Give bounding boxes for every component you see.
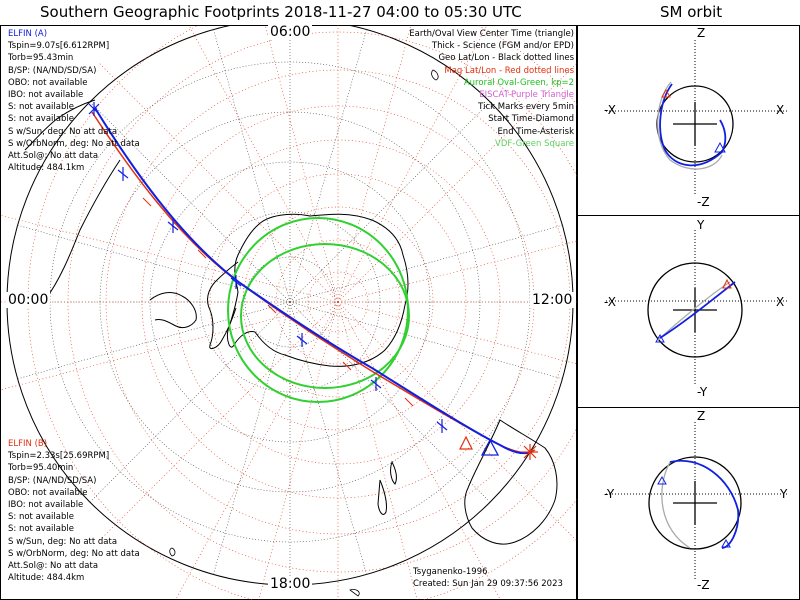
elfin-b-line: S w/OrbNorm, deg: No att data [8,548,140,559]
track-end-marker [522,444,538,460]
panel3-bottom-label: -Z [697,578,710,592]
elfin-b-name: ELFIN (B) [8,439,48,449]
australia-coastline [464,419,558,545]
legend-item: VDF-Green Square [495,138,574,149]
mag-lon-lines [0,25,577,600]
south-america-coastline [44,159,197,329]
panel2-right-label: X [776,295,785,309]
elfin-b-info: ELFIN (B) Tspin=2.33s[25.69RPM] Torb=95.… [8,438,140,584]
elfin-a-line: S: not available [8,114,74,125]
elfin-b-line: OBO: not available [8,487,88,498]
mlt-label-left: 00:00 [6,292,51,308]
track-start-marker [88,102,100,116]
elfin-b-line: Altitude: 484.4km [8,573,85,584]
elfin-b-line: Torb=95.40min [8,463,74,474]
elfin-a-line: Torb=95.43min [8,53,74,64]
africa-coastline [24,99,96,151]
map-graphics [0,25,577,600]
legend-item: Tick Marks every 5min [478,102,574,113]
elfin-b-line: Tspin=2.33s[25.69RPM] [8,451,110,462]
elfin-b-line: B/SP: (NA/ND/SD/SA) [8,475,97,486]
elfin-b-line: S: not available [8,524,74,535]
legend-item: EISCAT-Purple Triangle [479,90,574,101]
auroral-oval-inner [240,243,410,389]
mlt-label-bottom: 18:00 [268,576,313,592]
antarctic-peninsula [207,261,239,350]
legend-item: Auroral Oval-Green, kp=2 [463,77,574,88]
panel3-top-label: Z [697,409,706,423]
elfin-a-line: Altitude: 484.1km [8,163,85,174]
panel2-bottom-label: -Y [697,385,708,399]
elfin-b-line: S w/Sun, deg: No att data [8,536,118,547]
sm-panel-2-frame [577,215,800,408]
sm-panel-2-graphics [606,230,787,385]
elfin-a-line: S: not available [8,102,74,113]
sm-panel-1-graphics [606,40,787,195]
sub-antarctic-islands [169,69,439,597]
panel2-left-label: -X [604,295,616,309]
legend-item: Thick - Science (FGM and/or EPD) [431,41,574,52]
elfin-b-line: S: not available [8,512,74,523]
legend: Earth/Oval View Center Time (triangle) T… [409,28,574,150]
mlt-label-top: 06:00 [268,24,313,40]
elfin-a-line: IBO: not available [8,90,84,101]
elfin-a-line: OBO: not available [8,77,88,88]
new-zealand-coastline [377,460,397,515]
model-label: Tsyganenko-1996 [413,567,488,577]
elfin-a-line: S w/Sun, deg: No att data [8,126,118,137]
view-center-triangle-a [480,438,500,456]
elfin-a-info: ELFIN (A) Tspin=9.07s[6.612RPM] Torb=95.… [8,28,140,174]
panel2-top-label: Y [697,218,705,232]
legend-item: End Time-Asterisk [497,126,574,137]
panel3-left-label: -Y [604,487,615,501]
created-timestamp: Created: Sun Jan 29 09:37:56 2023 [413,579,563,589]
legend-item: Start Time-Diamond [488,114,574,125]
legend-item: Geo Lat/Lon - Black dotted lines [438,53,574,64]
elfin-a-line: Att.Sol@: No att data [8,151,99,162]
elfin-a-ticks [117,167,448,433]
legend-item: Mag Lat/Lon - Red dotted lines [444,65,574,76]
sm-orbit-title: SM orbit [660,3,723,21]
elfin-b-line: Att.Sol@: No att data [8,561,99,572]
panel1-left-label: -X [604,103,616,117]
elfin-a-line: B/SP: (NA/ND/SD/SA) [8,65,97,76]
panel1-bottom-label: -Z [697,195,710,209]
elfin-a-line: S w/OrbNorm, deg: No att data [8,138,140,149]
panel1-right-label: X [776,103,785,117]
elfin-b-line: IBO: not available [8,500,84,511]
elfin-b-ticks [142,197,414,407]
sm-panel-3-graphics [606,422,787,580]
antarctica-coastline [227,213,409,367]
view-center-triangle-b [459,435,473,450]
page-title: Southern Geographic Footprints 2018-11-2… [40,3,522,21]
sm-panel-1-frame [577,25,800,216]
panel3-right-label: Y [780,487,788,501]
mlt-label-right: 12:00 [530,292,575,308]
panel1-top-label: Z [697,26,706,40]
elfin-a-name: ELFIN (A) [8,29,48,39]
elfin-a-line: Tspin=9.07s[6.612RPM] [8,41,110,52]
legend-item: Earth/Oval View Center Time (triangle) [409,29,574,39]
elfin-a-track [94,107,533,455]
